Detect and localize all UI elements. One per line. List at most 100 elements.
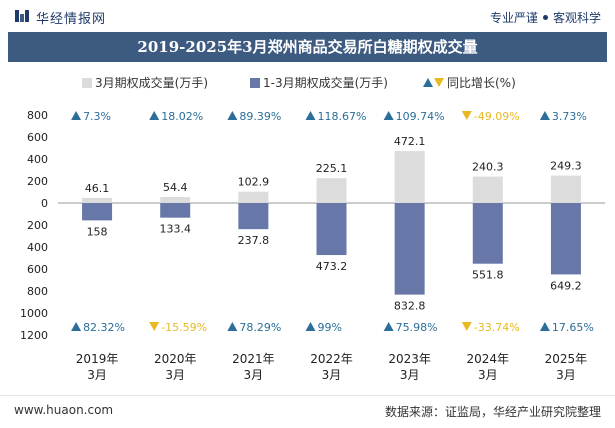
x-tick-label-month: 3月 [478,368,498,382]
y-tick-label: 600 [27,131,48,144]
growth-ytd-down-icon [149,322,160,331]
x-tick-label-year: 2025年 [545,352,588,366]
bar-ytd [394,203,425,295]
growth-march-label: 89.39% [239,110,281,123]
growth-ytd-label: 82.32% [83,321,125,334]
growth-ytd-label: 17.65% [552,321,594,334]
top-bar: 华经情报网 专业严谨 客观科学 [0,0,615,32]
bar-ytd [316,203,347,256]
data-label-march: 54.4 [163,181,188,194]
growth-march-label: 118.67% [318,110,367,123]
x-tick-label-month: 3月 [556,368,576,382]
legend-down-triangle-icon [434,78,444,87]
footer-source: 数据来源：证监局，华经产业研究院整理 [384,405,601,419]
footer: www.huaon.com 数据来源：证监局，华经产业研究院整理 [0,395,615,428]
y-tick-label: 200 [27,175,48,188]
legend-swatch-ytd [250,78,260,88]
x-tick-label-month: 3月 [400,368,420,382]
growth-ytd-up-icon [539,322,550,331]
growth-march-label: 7.3% [83,110,111,123]
x-tick-label-year: 2022年 [310,352,353,366]
bar-ytd [160,203,191,218]
footer-url: www.huaon.com [14,403,114,417]
growth-ytd-label: -15.59% [161,321,207,334]
legend-item-growth: 同比增长(%) [423,74,516,91]
data-label-ytd: 832.8 [394,300,426,313]
growth-ytd-up-icon [71,322,82,331]
x-tick-label-year: 2024年 [467,352,510,366]
y-tick-label: 200 [27,219,48,232]
growth-ytd-label: 75.98% [396,321,438,334]
x-tick-label-month: 3月 [87,368,107,382]
y-tick-label: 0 [41,197,48,210]
bar-march [160,197,191,203]
growth-ytd-up-icon [383,322,394,331]
legend-item-march: 3月期权成交量(万手) [82,74,208,91]
tagline: 专业严谨 客观科学 [490,9,601,26]
data-label-ytd: 237.8 [238,234,270,247]
legend-label-march: 3月期权成交量(万手) [95,76,208,90]
data-label-ytd: 133.4 [159,223,191,236]
data-label-march: 249.3 [550,160,582,173]
bar-march [82,197,113,203]
title-bar: 2019-2025年3月郑州商品交易所白糖期权成交量 [8,32,607,62]
legend-label-growth: 同比增长(%) [447,76,516,90]
growth-march-up-icon [383,111,394,120]
legend: 3月期权成交量(万手) 1-3月期权成交量(万手) 同比增长(%) [0,72,615,92]
y-tick-label: 600 [27,263,48,276]
bar-ytd [238,203,269,230]
data-label-march: 472.1 [394,135,426,148]
brand-name: 华经情报网 [36,12,107,27]
y-tick-label: 400 [27,241,48,254]
tagline-right: 客观科学 [552,11,601,25]
growth-march-label: 3.73% [552,110,587,123]
bar-march [550,175,581,203]
x-tick-label-year: 2023年 [388,352,431,366]
y-tick-label: 400 [27,153,48,166]
growth-ytd-up-icon [305,322,316,331]
legend-label-ytd: 1-3月期权成交量(万手) [263,76,388,90]
legend-item-ytd: 1-3月期权成交量(万手) [250,74,388,91]
chart-plot: 800 600 400 200 0 200 400 600 800 1000 1200 46.1 158… [20,109,605,382]
legend-swatch-march [82,78,92,88]
bar-march [316,178,347,203]
growth-march-label: 18.02% [161,110,203,123]
x-tick-label-month: 3月 [244,368,264,382]
chart-title: 2019-2025年3月郑州商品交易所白糖期权成交量 [137,38,478,56]
y-tick-label: 1000 [20,307,48,320]
x-tick-label-month: 3月 [322,368,342,382]
y-tick-label: 800 [27,285,48,298]
x-tick-label-year: 2021年 [232,352,275,366]
data-label-ytd: 158 [87,225,108,238]
data-label-march: 225.1 [316,162,348,175]
data-label-ytd: 473.2 [316,260,348,273]
x-tick-label-month: 3月 [165,368,185,382]
data-label-ytd: 551.8 [472,269,504,282]
y-tick-label: 800 [27,109,48,122]
dot-separator [542,15,548,20]
growth-march-up-icon [149,111,160,120]
growth-march-up-icon [227,111,238,120]
logo-icon [15,10,29,22]
growth-march-label: -49.09% [474,110,520,123]
data-label-march: 240.3 [472,161,504,174]
growth-ytd-label: 99% [318,321,342,334]
bar-ytd [472,203,503,264]
growth-ytd-up-icon [227,322,238,331]
growth-march-down-icon [461,111,472,120]
growth-march-up-icon [539,111,550,120]
legend-up-triangle-icon [423,78,433,87]
growth-march-up-icon [305,111,316,120]
data-label-march: 46.1 [85,182,110,195]
data-label-march: 102.9 [238,176,270,189]
growth-ytd-down-icon [461,322,472,331]
data-label-ytd: 649.2 [550,279,582,292]
bar-ytd [82,203,113,221]
growth-ytd-label: 78.29% [239,321,281,334]
x-tick-label-year: 2019年 [76,352,119,366]
bar-ytd [550,203,581,275]
bar-march [238,191,269,203]
bar-march [394,151,425,203]
growth-ytd-label: -33.74% [474,321,520,334]
growth-march-up-icon [71,111,82,120]
